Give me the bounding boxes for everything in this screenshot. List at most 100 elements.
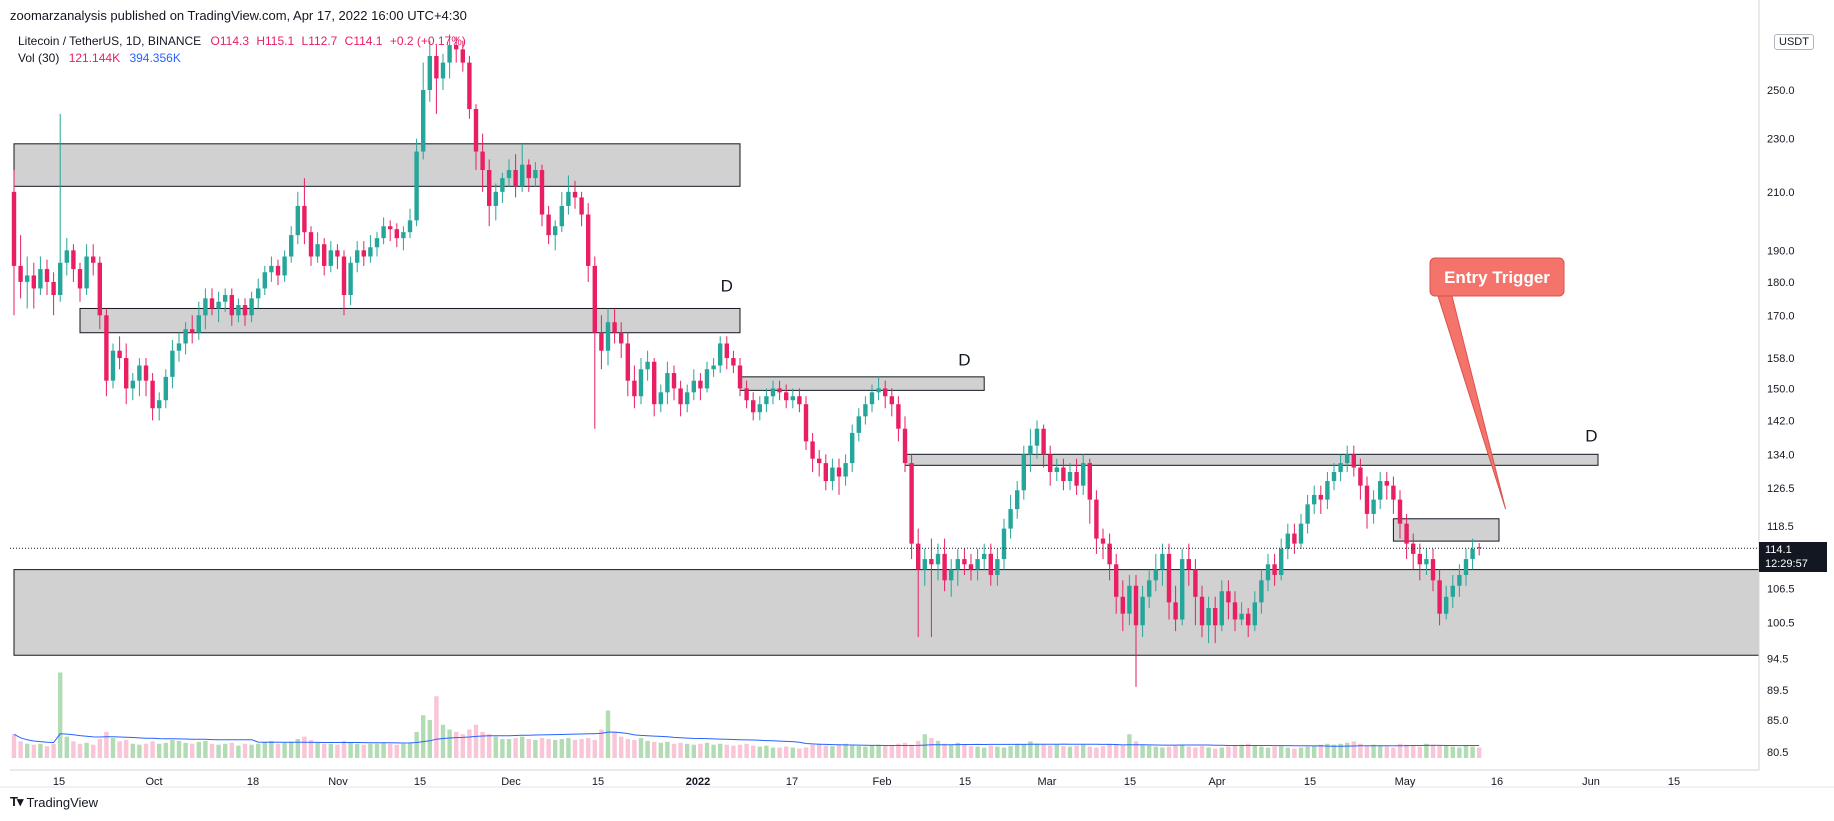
- volume-bar: [190, 743, 195, 758]
- volume-bar: [605, 710, 611, 758]
- candle-body: [1404, 523, 1409, 544]
- volume-bar: [949, 744, 954, 758]
- volume-bar: [25, 743, 30, 758]
- candle-body: [104, 315, 109, 381]
- price-tick-label: 94.5: [1767, 653, 1788, 665]
- candle-body: [1450, 585, 1455, 597]
- candle-body: [388, 226, 393, 230]
- volume-bar: [308, 739, 314, 758]
- candle-body: [421, 90, 426, 152]
- volume-bar: [355, 743, 360, 758]
- d-markers: D D D: [721, 277, 1598, 446]
- volume-bar: [1094, 747, 1099, 758]
- candle-body: [678, 388, 683, 405]
- volume-bar: [1015, 743, 1020, 758]
- candle-body: [625, 343, 630, 381]
- volume-bar: [223, 743, 228, 758]
- volume-bar: [77, 743, 83, 758]
- candle-body: [968, 564, 974, 570]
- candle-body: [876, 388, 881, 393]
- candle-body: [394, 229, 399, 239]
- price-tick-label: 190.0: [1767, 245, 1795, 257]
- candle-body: [949, 569, 954, 581]
- candle-body: [572, 191, 578, 198]
- volume-bar: [421, 715, 426, 758]
- volume-bar: [579, 739, 584, 758]
- volume-bar: [592, 739, 597, 758]
- candle-body: [1127, 585, 1132, 614]
- currency-badge[interactable]: USDT: [1774, 34, 1814, 50]
- candle-body: [361, 250, 366, 257]
- candle-body: [1001, 528, 1007, 560]
- volume-bar: [784, 746, 789, 758]
- candle-body: [1087, 463, 1092, 500]
- volume-label: Vol (30): [18, 51, 60, 65]
- price-tick-label: 158.0: [1767, 353, 1795, 365]
- candle-body: [176, 343, 182, 351]
- candle-body: [757, 404, 762, 413]
- volume-bar: [625, 739, 630, 758]
- volume-bar: [38, 743, 43, 758]
- candle-body: [520, 164, 525, 187]
- candle-body: [355, 250, 360, 263]
- volume-bar: [889, 745, 894, 758]
- price-tick-label: 89.5: [1767, 685, 1788, 697]
- volume-bar: [157, 743, 162, 758]
- volume-bar: [44, 746, 50, 758]
- candle-body: [289, 235, 294, 257]
- volume-bar: [506, 739, 512, 758]
- candle-body: [1107, 543, 1112, 565]
- candle-body: [1457, 574, 1462, 586]
- volume-bar: [922, 734, 927, 758]
- candle-body: [764, 396, 769, 405]
- candle-body: [196, 315, 201, 333]
- volume-bar: [955, 742, 960, 758]
- volume-bar: [685, 743, 690, 758]
- candle-body: [1173, 602, 1178, 620]
- candle-body: [1463, 559, 1469, 575]
- volume-bar: [559, 739, 564, 758]
- volume-bar: [124, 739, 129, 758]
- volume-bar: [1041, 744, 1046, 758]
- volume-bar: [737, 744, 743, 758]
- volume-bar: [1364, 746, 1370, 758]
- volume-bar: [876, 744, 881, 758]
- volume-bar: [1133, 741, 1139, 758]
- volume-legend[interactable]: Vol (30) 121.144K 394.356K: [18, 51, 181, 65]
- volume-bar: [757, 746, 762, 758]
- candle-body: [685, 392, 690, 405]
- volume-bar: [1173, 745, 1178, 758]
- time-tick-label: 15: [53, 776, 65, 788]
- candle-body: [1417, 553, 1422, 565]
- candle-body: [632, 380, 637, 397]
- candle-body: [51, 281, 56, 296]
- price-tick-label: 180.0: [1767, 277, 1795, 289]
- candle-body: [1477, 547, 1482, 549]
- volume-bar: [51, 743, 56, 758]
- volume-bar: [18, 741, 23, 758]
- volume-bar: [467, 729, 472, 758]
- candle-body: [744, 388, 749, 401]
- volume-bar: [1239, 744, 1244, 758]
- time-tick-label: Dec: [501, 776, 521, 788]
- candle-body: [784, 392, 789, 401]
- candle-body: [275, 265, 281, 276]
- candle-body: [163, 376, 168, 401]
- footer-brand[interactable]: T▾ TradingView: [10, 794, 98, 810]
- candle-body: [341, 256, 347, 296]
- candle-body: [117, 350, 122, 359]
- volume-bar: [361, 744, 366, 758]
- candle-body: [810, 441, 815, 459]
- volume-bar: [566, 738, 571, 758]
- volume-bar: [995, 746, 1000, 758]
- volume-bar: [1384, 746, 1389, 758]
- candle-body: [533, 170, 538, 179]
- candle-body: [1246, 613, 1251, 626]
- volume-bar: [1054, 744, 1059, 758]
- candle-body: [38, 269, 43, 289]
- symbol-legend[interactable]: Litecoin / TetherUS, 1D, BINANCE O114.3 …: [18, 34, 466, 48]
- volume-bar: [64, 736, 69, 758]
- candle-body: [823, 463, 828, 482]
- volume-bar: [968, 746, 974, 758]
